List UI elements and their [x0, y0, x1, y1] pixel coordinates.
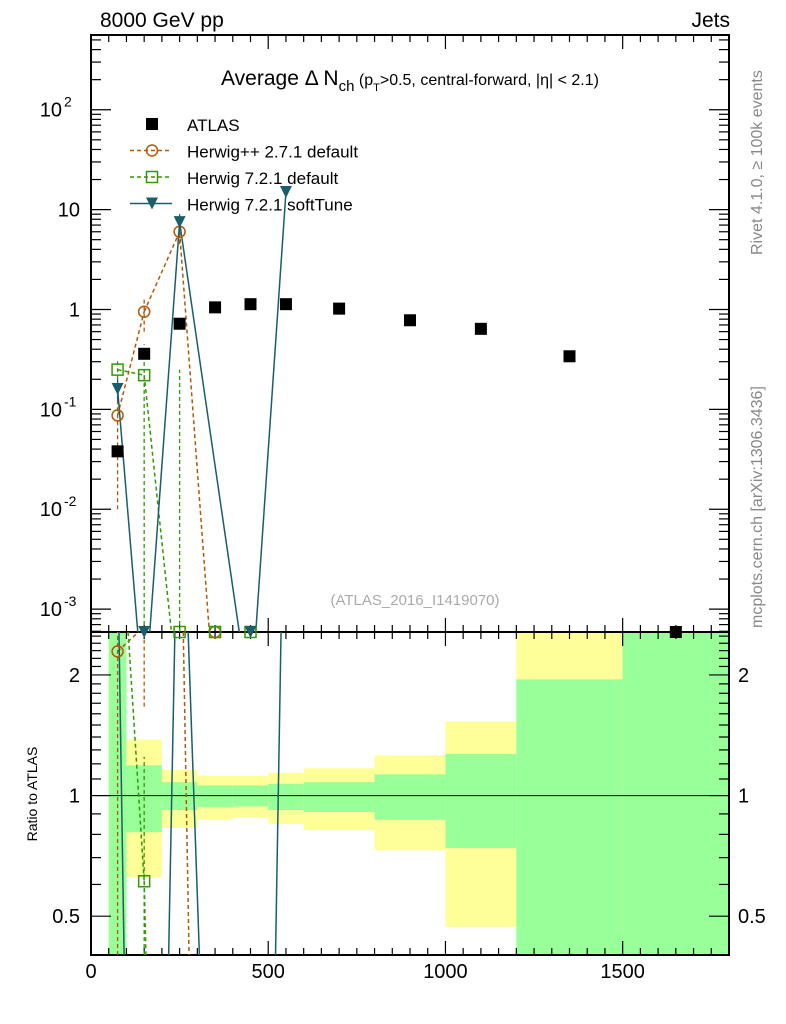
data-point-herwig-7-2-1-default: [173, 625, 186, 639]
header-energy-label: 8000 GeV pp: [100, 9, 224, 32]
ratio-line-herwig-2-7-1-default: [182, 631, 190, 956]
ratio-series: [116, 631, 282, 956]
data-point-atlas: [563, 350, 576, 363]
data-point-herwig-7-2-1-softtune: [244, 626, 257, 638]
stat-uncertainty-band: [303, 782, 375, 812]
data-point-atlas: [669, 626, 682, 638]
ratio-y-tick-label: 1: [69, 786, 80, 808]
legend-marker-atlas: [146, 118, 158, 130]
series-line-herwig-7-2-1-default: [117, 368, 145, 376]
main-series: [116, 191, 287, 633]
legend-marker-herwig-2-7-1-default: [145, 144, 159, 157]
legend-label-herwig-7-2-1-softtune: Herwig 7.2.1 softTune: [187, 196, 353, 215]
analysis-watermark: (ATLAS_2016_I1419070): [330, 592, 499, 609]
ratio-bands: [108, 632, 729, 955]
stat-uncertainty-band: [197, 785, 233, 808]
data-point-herwig-7-2-1-softtune: [111, 382, 124, 395]
data-point-atlas: [244, 298, 257, 311]
legend-marker-herwig-7-2-1-default: [145, 170, 159, 184]
stat-uncertainty-band: [374, 774, 446, 820]
ratio-y-tick-label: 0.5: [52, 906, 80, 928]
ratio-line-herwig-7-2-1-softtune: [187, 631, 201, 956]
data-point-herwig-7-2-1-softtune: [138, 626, 151, 638]
y-tick-label: 10: [40, 599, 62, 621]
x-tick-label: 1000: [423, 961, 468, 983]
data-point-herwig-7-2-1-default: [111, 363, 124, 376]
data-point-atlas: [404, 314, 416, 327]
x-tick-label: 500: [252, 961, 285, 983]
y-tick-label: 10: [40, 100, 62, 122]
y-tick-label: 10: [40, 499, 62, 521]
ratio-y-tick-label-right: 1: [738, 786, 749, 808]
series-line-herwig-7-2-1-softtune: [149, 222, 181, 633]
y-tick-exponent: 2: [64, 94, 72, 110]
ratio-line-herwig-7-2-1-softtune: [167, 631, 176, 956]
data-point-atlas: [209, 301, 222, 314]
legend-label-herwig-7-2-1-default: Herwig 7.2.1 default: [187, 169, 338, 188]
legend-label-herwig-2-7-1-default: Herwig++ 2.7.1 default: [187, 143, 358, 162]
legend-label-atlas: ATLAS: [187, 116, 240, 135]
y-tick-label: 1: [69, 299, 80, 321]
data-point-atlas: [173, 317, 186, 330]
data-point-atlas: [474, 322, 487, 335]
ratio-point-herwig-2-7-1-default: [111, 645, 124, 658]
series-line-herwig-2-7-1-default: [116, 311, 145, 416]
y-tick-label: 10: [58, 200, 80, 222]
data-point-herwig-7-2-1-softtune: [173, 216, 186, 229]
chart-title: Average Δ Nch (pT>0.5, central-forward, …: [221, 67, 599, 95]
data-point-atlas: [111, 445, 124, 458]
mcplots-label: mcplots.cern.ch [arXiv:1306.3436]: [749, 386, 766, 628]
stat-uncertainty-band: [445, 753, 517, 848]
stat-uncertainty-band: [516, 679, 623, 955]
series-line-herwig-2-7-1-default: [178, 231, 211, 633]
series-line-herwig-7-2-1-default: [143, 375, 173, 633]
x-tick-label: 1500: [600, 961, 645, 983]
ratio-point-herwig-7-2-1-default: [137, 875, 151, 888]
data-point-herwig-7-2-1-default: [137, 368, 151, 382]
data-point-herwig-7-2-1-default: [208, 625, 222, 639]
y-tick-exponent: -1: [64, 393, 77, 409]
y-tick-label: 10: [40, 399, 62, 421]
ratio-y-tick-label-right: 2: [738, 665, 749, 687]
data-point-herwig-7-2-1-softtune: [279, 186, 292, 199]
ratio-line-herwig-7-2-1-default: [143, 881, 147, 956]
series-line-herwig-7-2-1-softtune: [255, 191, 287, 633]
data-point-herwig-2-7-1-default: [111, 409, 124, 422]
series-line-herwig-7-2-1-softtune: [178, 221, 241, 633]
stat-uncertainty-band: [622, 632, 729, 955]
y-tick-exponent: -2: [64, 493, 77, 509]
stat-uncertainty-band: [268, 783, 304, 811]
legend-marker-herwig-7-2-1-softtune: [146, 197, 158, 210]
data-point-herwig-2-7-1-default: [137, 305, 151, 318]
ratio-line-herwig-7-2-1-softtune: [274, 631, 282, 956]
series-line-herwig-7-2-1-softtune: [116, 388, 139, 633]
series-line-herwig-2-7-1-default: [143, 231, 181, 313]
stat-uncertainty-band: [161, 782, 198, 811]
ratio-y-tick-label: 2: [69, 665, 80, 687]
ratio-line-herwig-7-2-1-softtune: [118, 631, 125, 956]
x-tick-label: 0: [85, 961, 96, 983]
ratio-y-tick-label-right: 0.5: [738, 906, 766, 928]
header-process-label: Jets: [691, 9, 730, 32]
rivet-version-label: Rivet 4.1.0, ≥ 100k events: [749, 70, 766, 255]
y-tick-exponent: -3: [64, 593, 77, 609]
data-point-atlas: [333, 302, 346, 315]
data-point-atlas: [279, 298, 292, 311]
ratio-y-axis-label: Ratio to ATLAS: [24, 747, 40, 842]
data-point-atlas: [138, 347, 151, 360]
